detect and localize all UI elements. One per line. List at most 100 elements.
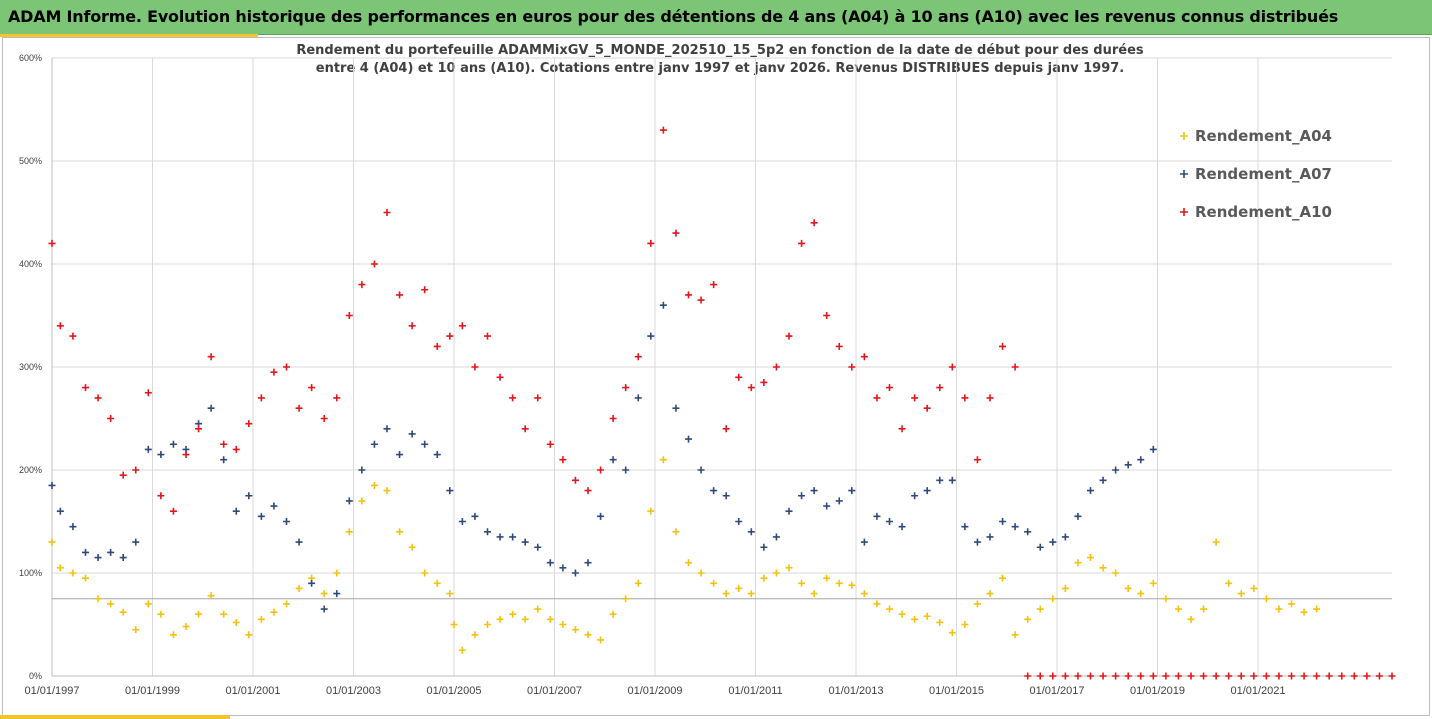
- data-point: [647, 332, 655, 340]
- data-point: [421, 440, 429, 448]
- data-point: [584, 559, 592, 567]
- data-point: [132, 626, 140, 634]
- data-point: [471, 363, 479, 371]
- data-point: [458, 646, 466, 654]
- data-point: [257, 394, 265, 402]
- data-point: [986, 533, 994, 541]
- data-point: [169, 631, 177, 639]
- data-point: [257, 615, 265, 623]
- data-point: [119, 608, 127, 616]
- data-point: [1099, 564, 1107, 572]
- data-point: [622, 595, 630, 603]
- y-tick-label: 100%: [19, 568, 42, 578]
- x-tick-label: 01/01/2015: [929, 685, 984, 697]
- data-point: [1024, 672, 1032, 680]
- data-point: [534, 605, 542, 613]
- data-point: [320, 590, 328, 598]
- data-point: [144, 389, 152, 397]
- data-point: [1087, 554, 1094, 562]
- data-point: [446, 590, 454, 598]
- data-point: [848, 581, 856, 589]
- data-point: [760, 543, 768, 551]
- data-point: [735, 518, 743, 525]
- data-point: [597, 512, 605, 520]
- data-point: [785, 507, 793, 515]
- data-point: [421, 286, 429, 294]
- data-point: [232, 507, 240, 515]
- data-point: [107, 600, 115, 608]
- data-point: [886, 518, 893, 525]
- data-point: [1363, 672, 1371, 680]
- data-point: [521, 425, 529, 433]
- data-point: [1237, 672, 1245, 680]
- data-point: [823, 312, 831, 319]
- data-point: [1325, 672, 1333, 680]
- data-point: [584, 487, 592, 495]
- data-point: [609, 456, 617, 464]
- data-point: [672, 229, 680, 237]
- data-point: [408, 430, 416, 438]
- data-point: [1049, 672, 1057, 680]
- data-point: [56, 507, 64, 515]
- data-point: [923, 487, 931, 495]
- data-point: [446, 487, 454, 495]
- data-point: [1024, 528, 1032, 536]
- data-point: [1137, 672, 1145, 680]
- data-point: [94, 554, 102, 562]
- data-point: [923, 612, 931, 620]
- data-point: [1074, 512, 1082, 520]
- data-point: [999, 518, 1007, 525]
- x-tick-label: 01/01/1997: [24, 685, 79, 697]
- data-point: [157, 492, 165, 500]
- data-point: [1200, 672, 1208, 680]
- y-tick-label: 600%: [19, 53, 42, 63]
- data-point: [911, 615, 919, 623]
- data-point: [245, 492, 253, 500]
- x-tick-label: 01/01/2001: [225, 685, 280, 697]
- data-point: [408, 322, 416, 330]
- data-point: [559, 564, 567, 572]
- data-point: [450, 621, 458, 628]
- data-point: [672, 528, 680, 536]
- data-point: [132, 466, 140, 474]
- data-point: [571, 569, 579, 577]
- data-point: [1036, 543, 1044, 551]
- data-point: [69, 332, 77, 340]
- data-point: [383, 487, 391, 495]
- data-point: [546, 559, 554, 567]
- series-rendement-a10: [48, 126, 1396, 680]
- data-point: [484, 332, 491, 340]
- data-point: [1036, 672, 1044, 680]
- data-point: [1262, 595, 1270, 603]
- data-point: [157, 451, 165, 459]
- accent-bar-bottom: [0, 715, 230, 719]
- data-point: [1024, 615, 1032, 623]
- data-point: [1061, 584, 1069, 592]
- x-tick-label: 01/01/1999: [125, 685, 180, 697]
- data-point: [584, 631, 592, 639]
- data-point: [1099, 672, 1107, 680]
- data-point: [257, 512, 265, 520]
- data-point: [546, 440, 554, 448]
- data-point: [295, 404, 303, 412]
- data-point: [94, 394, 102, 402]
- data-point: [860, 353, 868, 361]
- data-point: [685, 559, 692, 567]
- data-point: [245, 631, 253, 639]
- chart-subtitle-line-2: entre 4 (A04) et 10 ans (A10). Cotations…: [315, 61, 1125, 76]
- data-point: [232, 445, 240, 453]
- data-point: [119, 554, 127, 562]
- data-point: [898, 610, 906, 618]
- chart-subtitle: Rendement du portefeuille ADAMMixGV_5_MO…: [230, 42, 1210, 78]
- data-point: [1212, 672, 1220, 680]
- data-point: [1099, 476, 1107, 484]
- data-point: [370, 440, 378, 448]
- data-point: [496, 615, 504, 623]
- data-point: [270, 368, 278, 376]
- data-point: [772, 363, 780, 371]
- data-point: [634, 353, 642, 361]
- y-tick-label: 0%: [29, 671, 42, 681]
- data-point: [496, 533, 504, 541]
- data-point: [383, 425, 391, 433]
